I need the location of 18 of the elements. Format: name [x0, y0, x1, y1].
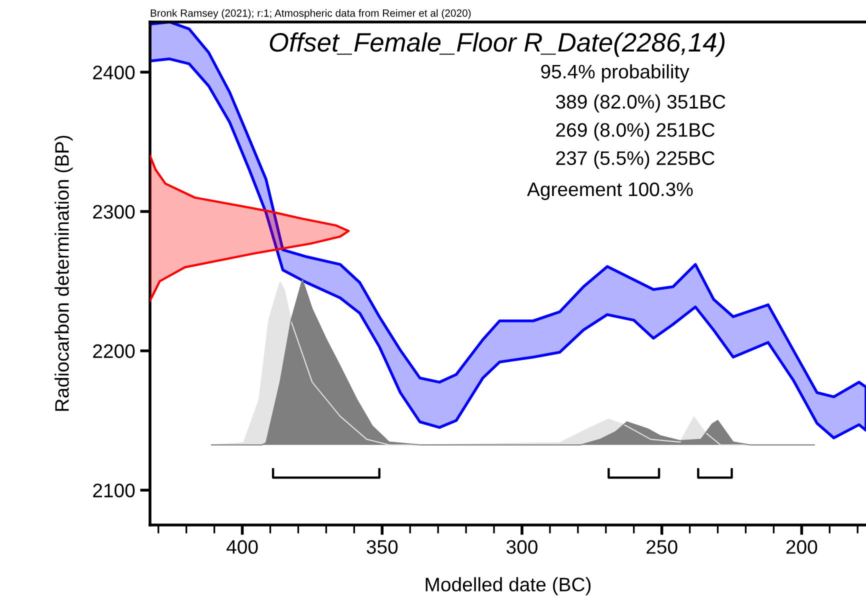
x-tick-label: 250 — [646, 540, 678, 554]
y-tick-label: 2400 — [93, 66, 135, 80]
chart-title: Offset_Female_Floor R_Date(2286,14) — [270, 32, 725, 57]
y-tick-label: 2300 — [93, 204, 135, 219]
annotation: 269 (8.0%) 251BC — [556, 122, 714, 141]
x-axis-title: Modelled date (BC) — [426, 577, 591, 596]
y-tick-label: 2200 — [93, 344, 135, 358]
annotation: Agreement 100.3% — [527, 182, 693, 200]
annotation: 95.4% probability — [541, 64, 690, 82]
y-tick-label: 2100 — [93, 484, 135, 498]
x-tick-label: 200 — [786, 540, 818, 554]
text: Bronk Ramsey (2021); r:1; Atmospheric data from Reimer et al (2020) — [150, 9, 471, 19]
x-tick-label: 300 — [506, 540, 538, 554]
annotation: 389 (82.0%) 351BC — [556, 94, 726, 113]
x-tick-label: 350 — [366, 540, 398, 554]
annotation: 237 (5.5%) 225BC — [556, 150, 714, 169]
x-tick-label: 400 — [226, 540, 258, 554]
y-axis-title: Radiocarbon determination (BP) — [54, 136, 73, 411]
